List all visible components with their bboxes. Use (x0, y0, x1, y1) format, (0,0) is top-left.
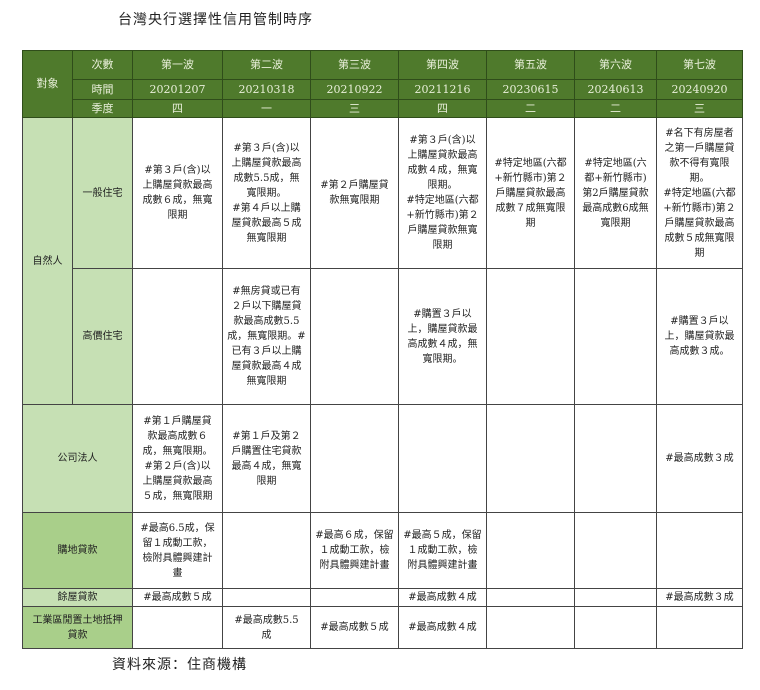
policy-cell (486, 512, 575, 589)
table-row: 自然人 一般住宅 #第３戶(含)以 上購屋貸款最高 成數６成，無寬 限期 #第３戶(含… (22, 117, 743, 405)
policy-cell (310, 404, 399, 513)
group-natural-person: 自然人 (22, 117, 73, 405)
policy-cell (132, 606, 223, 649)
policy-cell: #最高成數４成 (398, 588, 487, 607)
policy-cell: #第１戶及第２ 戶購置住宅貸款 最高４成，無寬 限期 (222, 404, 311, 513)
policy-cell: #第２戶購屋貸 款無寬限期 (310, 117, 399, 269)
wave-name: 第一波 (132, 50, 223, 80)
table-row: 工業區閒置土地抵押 貸款 #最高成數5.5 成 #最高成數５成 #最高成數４成 (22, 606, 743, 649)
wave-name: 第七波 (656, 50, 743, 80)
policy-cell: #最高成數３成 (656, 404, 743, 513)
target-header: 對象 (22, 50, 73, 118)
policy-cell: #第１戶購屋貸 款最高成數６ 成，無寬限期。 #第２戶(含)以 上購屋貸款最高 … (132, 404, 223, 513)
policy-cell: #第３戶(含)以 上購屋貸款最高 成數４成，無寬 限期。 #特定地區(六都 +新… (398, 117, 487, 269)
wave-quarter: 四 (398, 99, 487, 118)
policy-cell: #最高５成，保留 １成動工款，檢 附具體興建計畫 (398, 512, 487, 589)
wave-date: 20210922 (310, 79, 399, 100)
table-row: 公司法人 #第１戶購屋貸 款最高成數６ 成，無寬限期。 #第２戶(含)以 上購屋貸… (22, 404, 743, 513)
wave-name: 第五波 (486, 50, 575, 80)
wave-date: 20211216 (398, 79, 487, 100)
policy-cell: #第３戶(含)以 上購屋貸款最高 成數5.5成，無 寬限期。 #第４戶以上購 屋… (222, 117, 311, 269)
row-label: 工業區閒置土地抵押 貸款 (22, 606, 133, 649)
policy-cell (574, 606, 657, 649)
wave-date: 20240613 (574, 79, 657, 100)
wave-date: 20230615 (486, 79, 575, 100)
policy-cell: #最高成數5.5 成 (222, 606, 311, 649)
policy-cell: #最高６成，保留 １成動工款，檢 附具體興建計畫 (310, 512, 399, 589)
wave-name: 第三波 (310, 50, 399, 80)
credit-control-table: 對象 次數 第一波 第二波 第三波 第四波 第五波 第六波 第七波 時間 20201207 20210… (22, 50, 743, 649)
policy-cell: #最高成數５成 (310, 606, 399, 649)
policy-cell: #特定地區(六 都+新竹縣市) 第2戶購屋貸款 最高成數6成無 寬限期 (574, 117, 657, 269)
header-row: 季度四一三四二二三 (23, 99, 743, 118)
policy-cell: #最高6.5成，保 留１成動工款， 檢附具體興建計 畫 (132, 512, 223, 589)
policy-cell: #最高成數３成 (656, 588, 743, 607)
wave-date: 20201207 (132, 79, 223, 100)
row-label: 高價住宅 (72, 268, 133, 405)
row-label: 餘屋貸款 (22, 588, 133, 607)
source-note: 資料來源：住商機構 (112, 657, 247, 673)
row-label: 購地貸款 (22, 512, 133, 589)
policy-cell (486, 404, 575, 513)
policy-cell (574, 268, 657, 405)
policy-cell (398, 404, 487, 513)
policy-cell: #最高成數５成 (132, 588, 223, 607)
policy-cell (310, 268, 399, 405)
header-row-label: 次數 (72, 50, 133, 80)
row-label: 一般住宅 (72, 117, 133, 269)
wave-date: 20240920 (656, 79, 743, 100)
policy-cell: #最高成數４成 (398, 606, 487, 649)
header-row-label: 時間 (72, 79, 133, 100)
row-label: 公司法人 (22, 404, 133, 513)
policy-cell (486, 588, 575, 607)
policy-cell (574, 512, 657, 589)
wave-quarter: 二 (486, 99, 575, 118)
policy-cell (486, 268, 575, 405)
policy-cell (132, 268, 223, 405)
wave-quarter: 三 (310, 99, 399, 118)
policy-cell: #第３戶(含)以 上購屋貸款最高 成數６成，無寬 限期 (132, 117, 223, 269)
wave-quarter: 四 (132, 99, 223, 118)
policy-cell (574, 588, 657, 607)
wave-date: 20210318 (222, 79, 311, 100)
policy-cell: #名下有房屋者 之第一戶購屋貸 款不得有寬限 期。 #特定地區(六都 +新竹縣市… (656, 117, 743, 269)
policy-cell (222, 588, 311, 607)
header-row: 對象 次數 第一波 第二波 第三波 第四波 第五波 第六波 第七波 (22, 50, 743, 118)
wave-name: 第四波 (398, 50, 487, 80)
wave-name: 第六波 (574, 50, 657, 80)
page-title: 台灣央行選擇性信用管制時序 (118, 12, 313, 28)
table-row: 高價住宅 #無房貸或已有 ２戶以下購屋貸 款最高成數5.5 成，無寬限期。# 已有… (23, 268, 743, 405)
policy-cell: #無房貸或已有 ２戶以下購屋貸 款最高成數5.5 成，無寬限期。# 已有３戶以上… (222, 268, 311, 405)
wave-name: 第二波 (222, 50, 311, 80)
policy-cell (656, 606, 743, 649)
policy-cell (574, 404, 657, 513)
wave-quarter: 一 (222, 99, 311, 118)
policy-cell (310, 588, 399, 607)
table-row: 購地貸款 #最高6.5成，保 留１成動工款， 檢附具體興建計 畫 #最高６成，保留 … (22, 512, 743, 589)
wave-quarter: 三 (656, 99, 743, 118)
header-row-label: 季度 (72, 99, 133, 118)
policy-cell (656, 512, 743, 589)
policy-cell (486, 606, 575, 649)
policy-cell (222, 512, 311, 589)
table-row: 餘屋貸款 #最高成數５成 #最高成數４成 #最高成數３成 (22, 588, 743, 607)
wave-quarter: 二 (574, 99, 657, 118)
policy-cell: #特定地區(六都 +新竹縣市)第２ 戶購屋貸款最高 成數７成無寬限 期 (486, 117, 575, 269)
policy-cell: #購置３戶以 上，購屋貸款最 高成數４成，無 寬限期。 (398, 268, 487, 405)
policy-cell: #購置３戶以 上，購屋貸款最 高成數３成。 (656, 268, 743, 405)
header-row: 時間 20201207 20210318 20210922 20211216 202306… (23, 79, 743, 100)
